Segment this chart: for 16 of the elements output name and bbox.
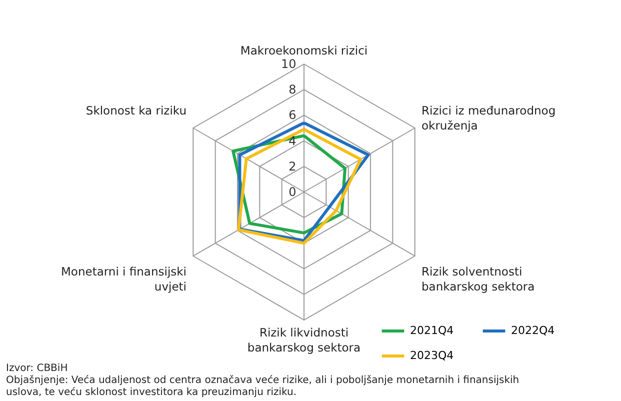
y-tick-label: 2 (288, 159, 296, 174)
y-tick-label: 0 (288, 185, 296, 199)
spoke-label: Sklonost ka riziku (86, 103, 186, 118)
spoke-label: Rizici iz međunarodnog okruženja (422, 103, 556, 132)
y-tick-label: 6 (288, 108, 296, 122)
legend-label: 2023Q4 (410, 349, 454, 362)
y-tick-label: 10 (281, 57, 296, 71)
spoke-label: Makroekonomski rizici (240, 43, 368, 58)
legend-label: 2021Q4 (410, 324, 454, 337)
legend-label: 2022Q4 (511, 324, 555, 337)
spoke-label: Monetarni i finansijski uvjeti (61, 264, 186, 294)
text: Izvor: CBBiH (6, 363, 68, 374)
y-tick-label: 8 (288, 82, 296, 97)
text: Objašnjenje: Veća udaljenost od centra označava veće rizike, ali i poboljšanje monetarnih i finansijskih uslova, te veću sklonost investitora ka preuzimanju riziku. (6, 375, 520, 398)
spoke-label: Rizik likvidnosti bankarskog sektora (247, 326, 361, 355)
spoke-label: Rizik solventnosti bankarskog sektora (422, 264, 535, 294)
